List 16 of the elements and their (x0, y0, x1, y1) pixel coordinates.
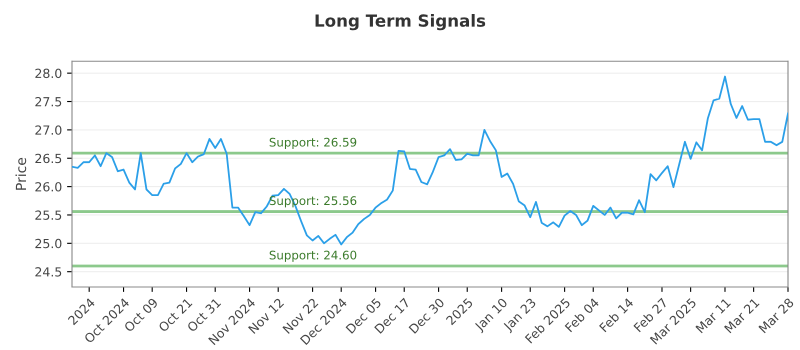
y-tick-label: 27.5 (35, 96, 62, 106)
ref-line-label: Support: 26.59 (270, 138, 356, 149)
y-tick-label: 27.0 (35, 125, 62, 135)
x-tick-label: Feb 14 (598, 297, 634, 332)
chart-title: Long Term Signals (316, 14, 486, 30)
line-series (72, 76, 788, 246)
y-tick-label: 25.0 (35, 238, 62, 248)
y-tick-label: 24.5 (35, 267, 62, 277)
x-tick-label: Mar 28 (758, 297, 794, 334)
x-tick-label: Dec 30 (408, 297, 445, 334)
ref-line-label: Support: 24.60 (270, 250, 356, 262)
y-tick-label: 26.0 (35, 182, 62, 192)
y-tick-label: 28.0 (35, 68, 62, 78)
y-tick-label: 26.5 (35, 154, 62, 164)
y-axis-title: Price (15, 158, 26, 190)
y-tick-label: 25.5 (35, 210, 62, 220)
